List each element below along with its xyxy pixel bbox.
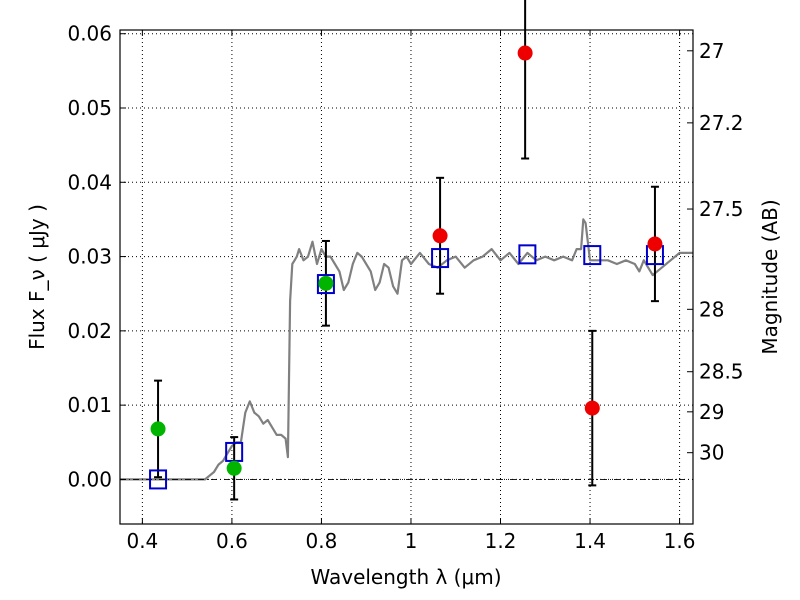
red-data-point xyxy=(647,236,663,252)
right-tick-label: 27.2 xyxy=(699,111,744,135)
x-tick-label: 1.4 xyxy=(574,529,606,553)
red-data-point xyxy=(584,400,600,416)
x-axis-label: Wavelength λ (μm) xyxy=(310,565,501,589)
green-data-point xyxy=(150,421,166,437)
model-photometry-square xyxy=(583,245,602,266)
x-tick-label: 0.6 xyxy=(216,529,248,553)
right-tick-label: 29 xyxy=(699,400,724,424)
x-tick-label: 0.4 xyxy=(126,529,158,553)
green-data-point xyxy=(318,275,334,291)
red-data-point xyxy=(432,228,448,244)
y-tick-label: 0.02 xyxy=(67,319,112,343)
y-tick-label: 0.00 xyxy=(67,467,112,491)
plot-frame xyxy=(119,29,694,525)
model-spectrum xyxy=(120,218,693,481)
model-photometry-square xyxy=(431,248,450,269)
y-tick-label: 0.05 xyxy=(67,96,112,120)
y-tick-label: 0.06 xyxy=(67,22,112,46)
model-photometry-square xyxy=(149,469,168,490)
right-tick-label: 28 xyxy=(699,297,724,321)
y-tick-label: 0.01 xyxy=(67,393,112,417)
model-photometry-squares xyxy=(149,244,664,490)
x-tick-label: 1.6 xyxy=(664,529,696,553)
green-data-point xyxy=(226,460,242,476)
right-tick-label: 30 xyxy=(699,441,724,465)
grid-lines xyxy=(120,30,693,524)
y-tick-label: 0.03 xyxy=(67,245,112,269)
y-axis-label: Flux F_ν ( μJy ) xyxy=(25,204,49,350)
model-photometry-square xyxy=(518,244,537,265)
red-data-point xyxy=(517,45,533,61)
x-tick-label: 1.2 xyxy=(485,529,517,553)
x-tick-label: 1 xyxy=(405,529,418,553)
model-photometry-square xyxy=(316,274,335,295)
right-tick-label: 28.5 xyxy=(699,360,744,384)
right-axis-label: Magnitude (AB) xyxy=(758,199,782,354)
right-tick-label: 27.5 xyxy=(699,197,744,221)
ticks: 0.4 0.6 0.8 1 1.2 1.4 1.6 0.00 0.01 0.02 0.03 0.04 0… xyxy=(67,22,743,553)
error-bars xyxy=(154,0,659,501)
model-spectrum-line xyxy=(120,218,693,481)
observed-points xyxy=(150,45,663,476)
right-tick-label: 27 xyxy=(699,39,724,63)
y-tick-label: 0.04 xyxy=(67,170,112,194)
x-tick-label: 0.8 xyxy=(306,529,338,553)
